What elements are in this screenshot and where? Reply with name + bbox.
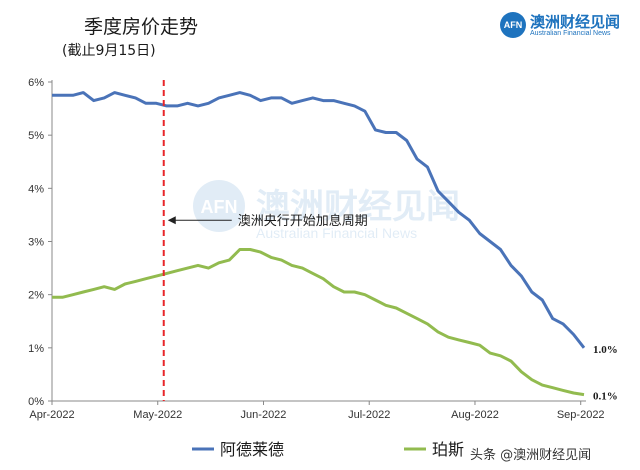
legend: 阿德莱德 珀斯 bbox=[192, 440, 464, 459]
legend-label-0: 阿德莱德 bbox=[220, 440, 284, 459]
x-tick-label: Apr-2022 bbox=[29, 409, 74, 421]
x-tick-label: Aug-2022 bbox=[451, 409, 499, 421]
annotation-arrow-icon bbox=[167, 216, 176, 225]
y-tick-label: 0% bbox=[28, 396, 44, 408]
y-tick-label: 5% bbox=[28, 130, 44, 142]
watermark-cn-text: 澳洲财经见闻 bbox=[256, 187, 460, 227]
watermark-badge-text: AFN bbox=[201, 197, 238, 217]
series-line-1 bbox=[52, 248, 585, 397]
series-layer: 1.0% 0.1% bbox=[52, 91, 618, 403]
y-tick-label: 1% bbox=[28, 343, 44, 355]
brand-logo: AFN 澳洲财经见闻 Australian Financial News bbox=[500, 10, 630, 44]
series-end-label-0: 1.0% bbox=[593, 344, 618, 356]
series-line-0 bbox=[52, 91, 586, 349]
series-end-label-1: 0.1% bbox=[593, 391, 618, 403]
watermark-badge-icon bbox=[193, 180, 245, 232]
logo-en-text: Australian Financial News bbox=[530, 30, 611, 37]
y-tick-label: 6% bbox=[28, 77, 44, 89]
logo-badge-icon: AFN bbox=[500, 12, 526, 38]
chart-subtitle: (截止9月15日) bbox=[62, 43, 156, 59]
watermark-en-text: Australian Financial News bbox=[256, 225, 417, 241]
footer-credit: 头条 @澳洲财经见闻 bbox=[470, 448, 592, 463]
y-tick-label: 3% bbox=[28, 237, 44, 249]
y-tick-label: 2% bbox=[28, 290, 44, 302]
x-tick-label: Jul-2022 bbox=[348, 409, 390, 421]
axes: 0% 1% 2% 3% 4% 5% 6% Apr-2022 May-2022 Jun-2022 Ju… bbox=[28, 77, 604, 421]
annotation-layer: 澳洲央行开始加息周期 bbox=[162, 80, 368, 401]
x-tick-label: Sep-2022 bbox=[557, 409, 605, 421]
legend-label-1: 珀斯 bbox=[432, 440, 464, 459]
annotation-text: 澳洲央行开始加息周期 bbox=[238, 213, 368, 229]
logo-cn-text: 澳洲财经见闻 bbox=[530, 13, 621, 31]
x-tick-label: Jun-2022 bbox=[241, 409, 287, 421]
watermark: AFN 澳洲财经见闻 Australian Financial News bbox=[193, 180, 460, 241]
chart-title: 季度房价走势 bbox=[84, 16, 199, 38]
x-tick-label: May-2022 bbox=[133, 409, 182, 421]
y-tick-label: 4% bbox=[28, 183, 44, 195]
